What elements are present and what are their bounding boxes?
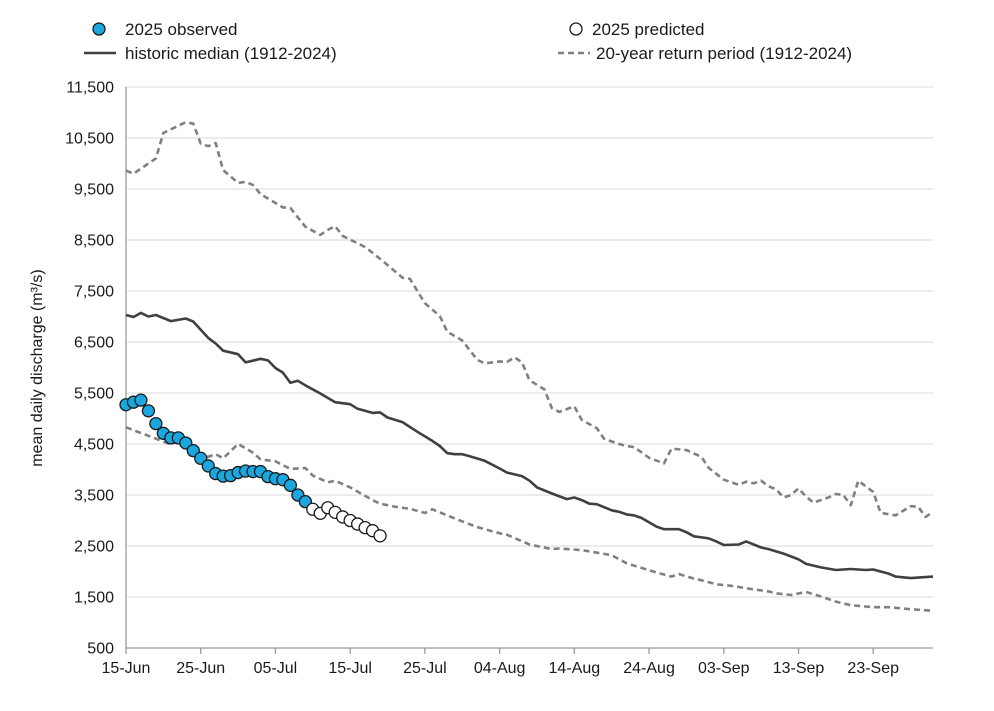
observed-point bbox=[141, 404, 156, 418]
legend-observed-label: 2025 observed bbox=[125, 20, 237, 39]
x-tick-labels: 15-Jun 25-Jun 05-Jul 15-Jul 25-Jul 04-Aug 14-A… bbox=[102, 660, 900, 677]
y-tick-label: 11,500 bbox=[66, 80, 114, 97]
x-tick-label: 03-Sep bbox=[698, 660, 750, 677]
y-tick-label: 10,500 bbox=[65, 131, 114, 148]
x-tick-label: 23-Sep bbox=[847, 660, 899, 677]
legend-item-predicted: 2025 predicted bbox=[569, 20, 704, 39]
legend: 2025 observed historic median (1912-2024… bbox=[84, 20, 852, 63]
series-line-historic-median bbox=[125, 311, 934, 580]
y-tick-label: 500 bbox=[87, 641, 114, 658]
observed-point bbox=[149, 416, 163, 431]
y-tick-label: 9,500 bbox=[74, 182, 114, 199]
legend-predicted-label: 2025 predicted bbox=[592, 20, 704, 39]
x-tick-label: 05-Jul bbox=[254, 660, 298, 677]
x-tick-label: 24-Aug bbox=[623, 660, 675, 677]
predicted-point bbox=[373, 529, 387, 543]
x-tick-label: 25-Jun bbox=[176, 660, 225, 677]
x-tick-label: 15-Jun bbox=[102, 660, 151, 677]
y-tick-label: 3,500 bbox=[74, 488, 114, 505]
y-tick-label: 6,500 bbox=[74, 335, 114, 352]
y-tick-label: 5,500 bbox=[74, 386, 114, 403]
series-line-20-year-return-period bbox=[125, 425, 934, 613]
y-tick-labels: 500 1,500 2,500 3,500 4,500 5,500 6,500 7,500 8,… bbox=[65, 80, 114, 658]
x-tick-label: 04-Aug bbox=[474, 660, 526, 677]
gridlines bbox=[126, 86, 933, 598]
axes bbox=[125, 87, 933, 654]
y-tick-label: 4,500 bbox=[74, 437, 114, 454]
observed-point bbox=[134, 393, 148, 407]
legend-median-label: historic median (1912-2024) bbox=[125, 44, 337, 63]
observed-point bbox=[283, 478, 298, 492]
x-tick-label: 14-Aug bbox=[549, 660, 601, 677]
series-layer bbox=[119, 120, 934, 613]
legend-return-period-label: 20-year return period (1912-2024) bbox=[596, 44, 852, 63]
x-tick-label: 13-Sep bbox=[773, 660, 825, 677]
legend-observed-marker bbox=[92, 22, 106, 36]
series-line-20-year-return-period bbox=[125, 120, 934, 519]
legend-item-observed: 2025 observed bbox=[92, 20, 237, 39]
y-tick-label: 7,500 bbox=[74, 284, 114, 301]
x-tick-label: 25-Jul bbox=[403, 660, 447, 677]
legend-item-median: historic median (1912-2024) bbox=[84, 44, 337, 63]
y-axis-label: mean daily discharge (m³/s) bbox=[29, 269, 46, 466]
y-tick-label: 2,500 bbox=[74, 539, 114, 556]
legend-predicted-marker bbox=[569, 22, 583, 36]
legend-item-return-period: 20-year return period (1912-2024) bbox=[558, 44, 852, 63]
y-tick-label: 1,500 bbox=[74, 590, 114, 607]
x-tick-label: 15-Jul bbox=[328, 660, 372, 677]
y-tick-label: 8,500 bbox=[74, 233, 114, 250]
